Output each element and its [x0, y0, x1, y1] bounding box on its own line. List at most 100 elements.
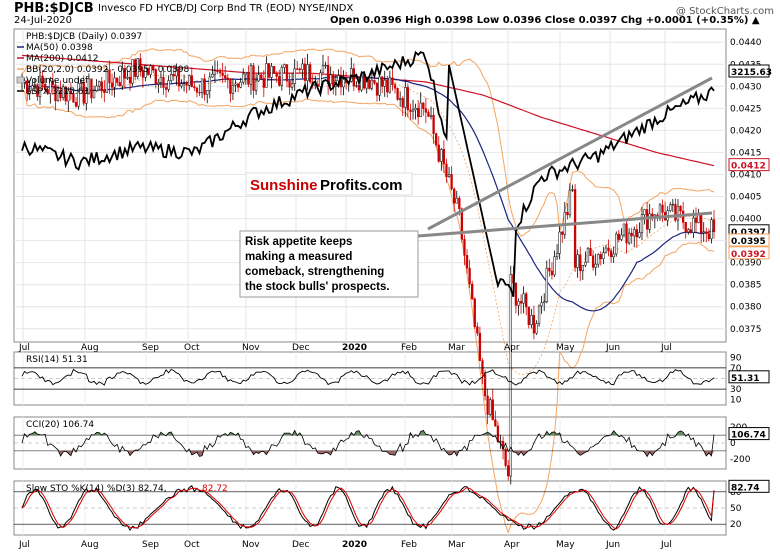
- cci-label: CCI(20) 106.74: [26, 420, 94, 430]
- candle-body: [164, 87, 168, 90]
- candle-body: [321, 65, 325, 74]
- candle-body: [581, 264, 584, 272]
- candle-body: [144, 68, 147, 78]
- candle-body: [630, 232, 633, 237]
- candle-body: [545, 267, 548, 303]
- candle-body: [301, 63, 304, 70]
- annotation-line-4: the stock bulls' prospects.: [245, 281, 390, 293]
- candle-body: [226, 77, 229, 81]
- candle-body: [288, 80, 291, 88]
- candle-body: [481, 360, 484, 374]
- candle-body: [329, 74, 332, 85]
- candle-body: [435, 133, 438, 146]
- candle-body: [308, 64, 312, 83]
- rsi-tick-label: 70: [730, 364, 742, 374]
- cci-tick-label: 0: [730, 439, 736, 449]
- candle-body: [615, 233, 618, 255]
- copyright: @ StockCharts.com: [675, 6, 774, 17]
- candle-body: [602, 252, 605, 260]
- watermark-profits: Profits.com: [320, 177, 403, 194]
- candle-body: [56, 89, 60, 102]
- candle-body: [447, 174, 451, 177]
- legend-bb: BB(20,2.0) 0.0392 - 0.0395 - 0.0398: [26, 65, 190, 75]
- candle-body: [185, 82, 188, 86]
- candle-body: [64, 86, 67, 102]
- candle-body: [478, 332, 482, 361]
- legend-ma50: MA(50) 0.0398: [26, 43, 93, 53]
- candle-body: [566, 211, 569, 216]
- candle-body: [157, 82, 160, 85]
- candle-body: [231, 84, 235, 94]
- candle-body: [612, 253, 615, 258]
- candle-body: [203, 78, 206, 95]
- price-tick-label: 0.0430: [730, 82, 762, 92]
- candle-body: [669, 204, 672, 211]
- candle-body: [411, 109, 415, 112]
- badge-cci-box: [728, 427, 770, 441]
- candle-body: [522, 293, 525, 304]
- candle-body: [200, 78, 204, 93]
- annotation-box: Risk appetite keeps making a measured co…: [239, 230, 419, 298]
- rsi-label: RSI(14) 51.31: [26, 355, 88, 365]
- candle-body: [705, 231, 708, 234]
- badge-ma200-box: [728, 158, 770, 172]
- candle-body: [699, 213, 703, 234]
- candle-body: [473, 298, 476, 327]
- price-tick-label: 0.0390: [730, 259, 762, 269]
- candle-body: [386, 79, 389, 93]
- candle-body: [355, 85, 358, 87]
- candle-body: [152, 65, 155, 70]
- candle-body: [499, 440, 502, 443]
- candle-body: [548, 267, 551, 272]
- candle-body: [694, 217, 698, 223]
- candle-body: [571, 189, 574, 191]
- candle-body: [455, 197, 458, 204]
- legend-ma200: MA(200) 0.0412: [26, 54, 98, 64]
- candle-body: [658, 204, 662, 218]
- candle-body: [422, 102, 425, 109]
- candle-body: [162, 76, 165, 88]
- candle-body: [471, 283, 474, 300]
- candle-body: [77, 83, 80, 107]
- candle-body: [419, 102, 422, 118]
- candle-body: [692, 217, 695, 233]
- candle-body: [584, 261, 587, 266]
- candle-body: [154, 69, 157, 85]
- month-label-top: Dec: [292, 343, 309, 353]
- candle-body: [244, 72, 247, 75]
- candle-body: [417, 107, 420, 118]
- candle-body: [591, 255, 595, 268]
- candle-body: [368, 79, 371, 89]
- candle-body: [486, 395, 489, 415]
- candle-body: [211, 73, 214, 78]
- candle-body: [62, 86, 65, 99]
- candle-body: [597, 254, 600, 265]
- rsi-tick-label: 10: [730, 396, 742, 406]
- candle-body: [453, 188, 456, 204]
- candle-body: [342, 79, 345, 88]
- candle-body: [213, 70, 217, 75]
- candle-body: [504, 449, 507, 466]
- candle-body: [319, 72, 322, 87]
- candle-body: [573, 189, 577, 268]
- spx-trendline: [427, 76, 713, 231]
- candle-body: [674, 203, 677, 221]
- sto-label-k: Slow STO %K(14) %D(3) 82.74,: [26, 484, 167, 494]
- candle-body: [134, 59, 137, 77]
- price-tick-label: 0.0410: [730, 170, 762, 180]
- candle-body: [242, 73, 245, 83]
- candle-body: [306, 64, 309, 81]
- cci-panel: [13, 416, 727, 470]
- price-tick-label: 0.0385: [730, 281, 762, 291]
- price-tick-label: 0.0440: [730, 38, 762, 48]
- candle-body: [679, 205, 682, 212]
- candle-body: [90, 78, 93, 99]
- candle-body: [380, 76, 384, 87]
- candle-body: [463, 239, 466, 256]
- candle-body: [270, 65, 273, 78]
- candle-body: [388, 77, 392, 93]
- bb-lower-line: [21, 90, 715, 534]
- candle-body: [468, 267, 471, 285]
- sto-label-d: 82.72: [202, 484, 228, 494]
- candle-body: [558, 231, 561, 254]
